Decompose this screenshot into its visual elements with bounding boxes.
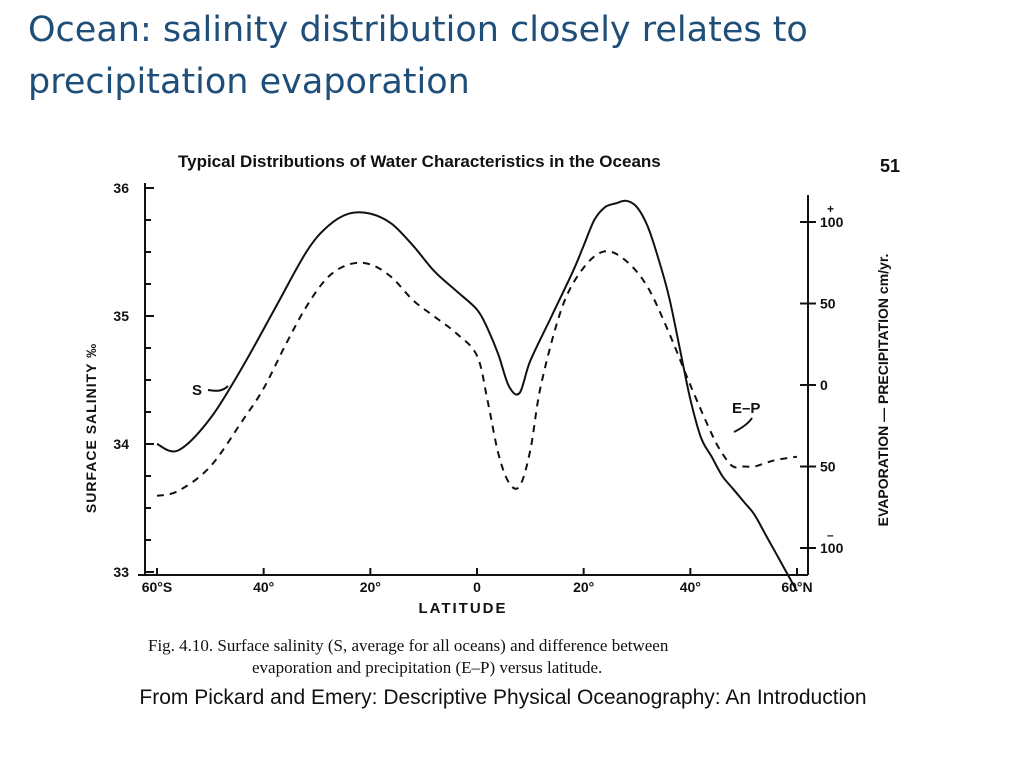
right-tick-label: 100 [820, 540, 844, 556]
left-axis-ticks: 33 34 35 36 [113, 180, 154, 580]
left-tick-label: 35 [113, 308, 129, 324]
right-tick-label: 50 [820, 459, 836, 475]
left-tick-label: 36 [113, 180, 129, 196]
figure-page-number: 51 [880, 156, 900, 176]
right-tick-sign: + [827, 202, 834, 216]
annotation-s: S [192, 382, 202, 399]
right-tick-label: 100 [820, 214, 844, 230]
left-axis-label: SURFACE SALINITY ‰ [83, 343, 99, 513]
slide-title: Ocean: salinity distribution closely rel… [28, 4, 988, 108]
salinity-series-line [156, 199, 798, 592]
figure-caption-line-2: evaporation and precipitation (E–P) vers… [252, 658, 602, 677]
figure-caption-line-1: Fig. 4.10. Surface salinity (S, average … [148, 636, 669, 655]
evap-precip-series-line [156, 250, 798, 497]
right-tick-label: 50 [820, 296, 836, 312]
x-axis-ticks: 60°S 40° 20° 0 20° 40° 60°N [142, 568, 813, 595]
annotation-ep: E–P [732, 400, 760, 417]
right-axis-label: EVAPORATION — PRECIPITATION cm/yr. [875, 254, 891, 527]
x-tick-label: 20° [573, 579, 594, 595]
x-tick-label: 20° [360, 579, 381, 595]
annotation-ep-arrow [733, 417, 753, 433]
left-tick-label: 34 [113, 436, 129, 452]
left-tick-label: 33 [113, 564, 129, 580]
slide-title-line-2: precipitation evaporation [28, 62, 470, 102]
x-tick-label: 60°S [142, 579, 173, 595]
x-tick-label: 40° [680, 579, 701, 595]
right-tick-label: 0 [820, 377, 828, 393]
annotation-s-arrow [207, 385, 229, 392]
source-credit: From Pickard and Emery: Descriptive Phys… [139, 686, 867, 709]
x-axis-label: LATITUDE [418, 600, 507, 617]
x-tick-label: 60°N [781, 579, 812, 595]
right-tick-sign: – [827, 528, 834, 542]
x-tick-label: 0 [473, 579, 481, 595]
figure-header: Typical Distributions of Water Character… [178, 152, 661, 171]
slide-title-line-1: Ocean: salinity distribution closely rel… [28, 10, 808, 50]
x-tick-label: 40° [253, 579, 274, 595]
